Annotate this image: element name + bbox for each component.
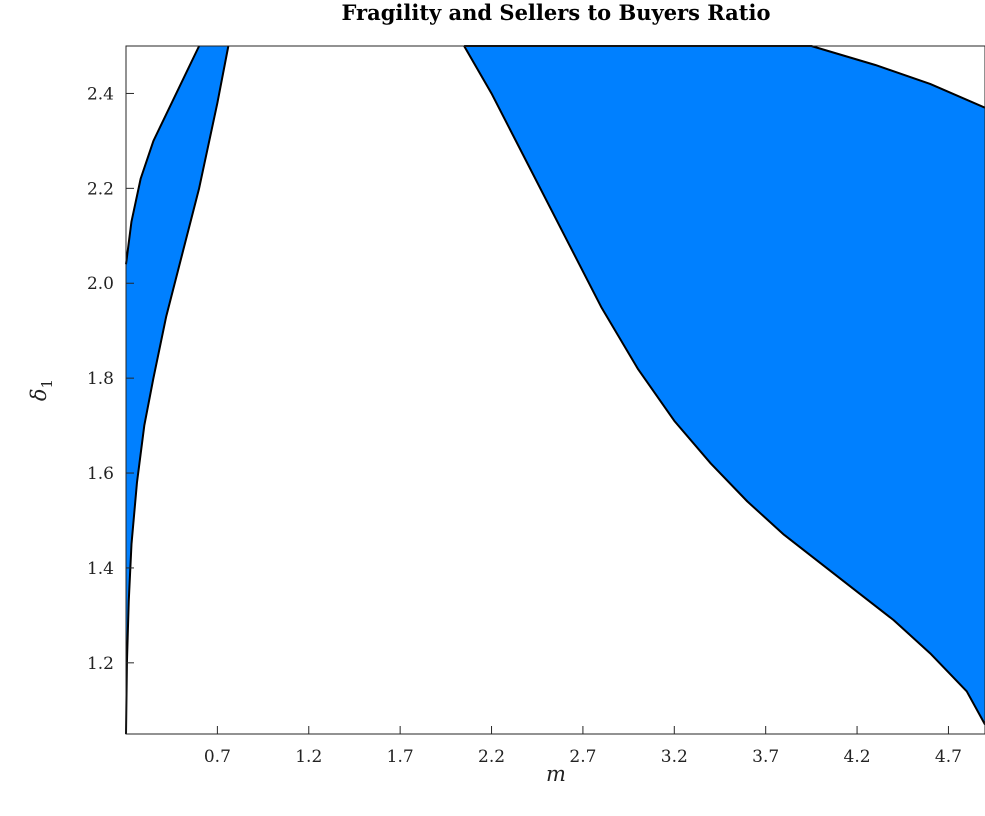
y-axis-label: δ1 bbox=[27, 379, 56, 401]
x-tick-label: 1.2 bbox=[295, 747, 322, 767]
y-tick-label: 1.2 bbox=[87, 654, 114, 674]
y-axis-label-main: δ bbox=[27, 388, 51, 401]
y-tick-label: 1.6 bbox=[87, 464, 114, 484]
y-axis-label-subscript: 1 bbox=[38, 379, 56, 389]
x-tick-label: 3.7 bbox=[752, 747, 779, 767]
y-tick-label: 2.4 bbox=[87, 84, 114, 104]
y-tick-label: 2.2 bbox=[87, 179, 114, 199]
y-tick-label: 1.4 bbox=[87, 559, 114, 579]
region-2-lower-boundary bbox=[463, 45, 985, 725]
x-ticks: 0.7 1.2 1.7 2.2 2.7 3.2 3.7 4.2 4.7 bbox=[204, 726, 962, 767]
x-tick-label: 4.2 bbox=[844, 747, 871, 767]
x-tick-label: 0.7 bbox=[204, 747, 231, 767]
x-tick-label: 1.7 bbox=[387, 747, 414, 767]
filled-regions bbox=[125, 45, 985, 735]
y-tick-label: 2.0 bbox=[87, 274, 114, 294]
region-1-fill bbox=[126, 46, 229, 734]
region-1-upper-boundary bbox=[125, 45, 201, 265]
x-tick-label: 4.7 bbox=[935, 747, 962, 767]
chart-title: Fragility and Sellers to Buyers Ratio bbox=[342, 0, 771, 25]
x-tick-label: 2.7 bbox=[569, 747, 596, 767]
y-ticks: 1.2 1.4 1.6 1.8 2.0 2.2 2.4 bbox=[87, 84, 134, 674]
x-tick-label: 3.2 bbox=[661, 747, 688, 767]
x-tick-label: 2.2 bbox=[478, 747, 505, 767]
axes bbox=[125, 45, 985, 735]
y-tick-label: 1.8 bbox=[87, 369, 114, 389]
plot-frame bbox=[125, 45, 985, 735]
x-axis-label: m bbox=[546, 762, 566, 786]
region-2-fill bbox=[464, 46, 985, 725]
region-1-lower-boundary bbox=[125, 45, 230, 735]
